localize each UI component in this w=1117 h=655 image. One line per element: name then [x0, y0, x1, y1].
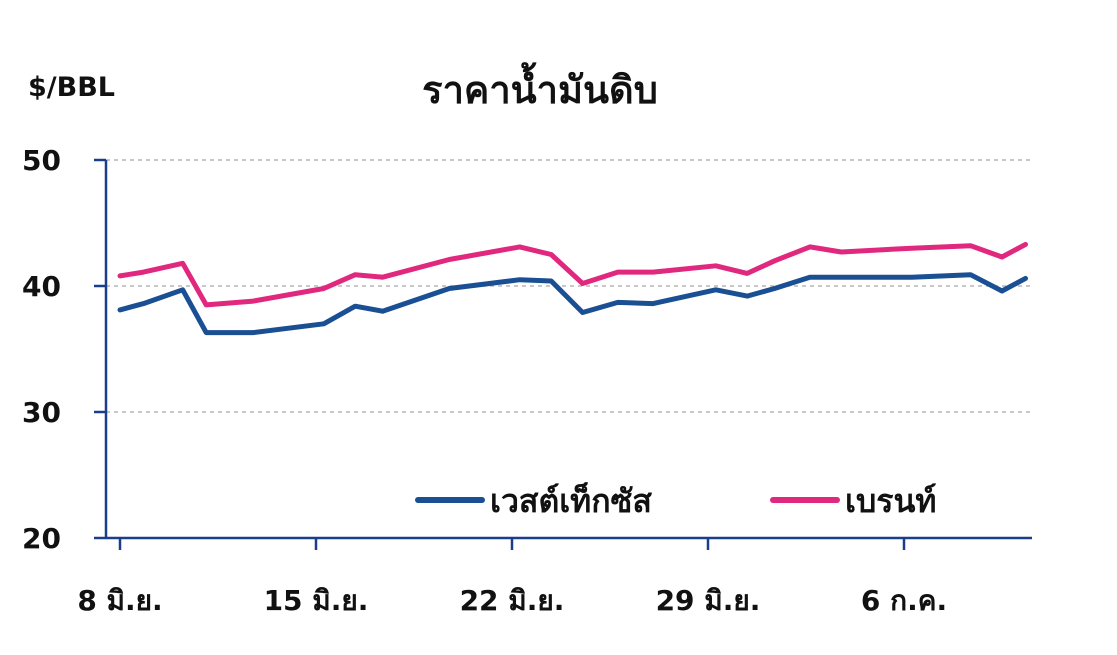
- series-lines: [117, 241, 1028, 336]
- series-line-west-texas: [117, 272, 1028, 336]
- legend: เวสต์เท็กซัส เบรนท์: [415, 481, 936, 520]
- x-tick-label: 15 มิ.ย.: [264, 584, 369, 617]
- y-tick-label: 30: [22, 396, 61, 429]
- series-line-brent: [117, 241, 1028, 308]
- axes: [104, 160, 1032, 540]
- y-tick-label: 20: [22, 522, 61, 555]
- legend-label-brent: เบรนท์: [845, 482, 936, 520]
- legend-label-west-texas: เวสต์เท็กซัส: [490, 481, 652, 520]
- grid-lines: [106, 159, 1032, 413]
- y-tick-labels: 50 40 30 20: [22, 144, 106, 555]
- y-axis-unit-label: $/BBL: [28, 72, 115, 103]
- x-tick-label: 22 มิ.ย.: [460, 584, 565, 617]
- x-tick-label: 29 มิ.ย.: [656, 584, 761, 617]
- x-tick-label: 8 มิ.ย.: [77, 584, 162, 617]
- chart-title: ราคาน้ำมันดิบ: [422, 62, 658, 112]
- x-tick-labels: 8 มิ.ย. 15 มิ.ย. 22 มิ.ย. 29 มิ.ย. 6 ก.ค.: [77, 538, 947, 617]
- y-tick-label: 50: [22, 144, 61, 177]
- x-tick-label: 6 ก.ค.: [861, 584, 947, 617]
- y-tick-label: 40: [22, 270, 61, 303]
